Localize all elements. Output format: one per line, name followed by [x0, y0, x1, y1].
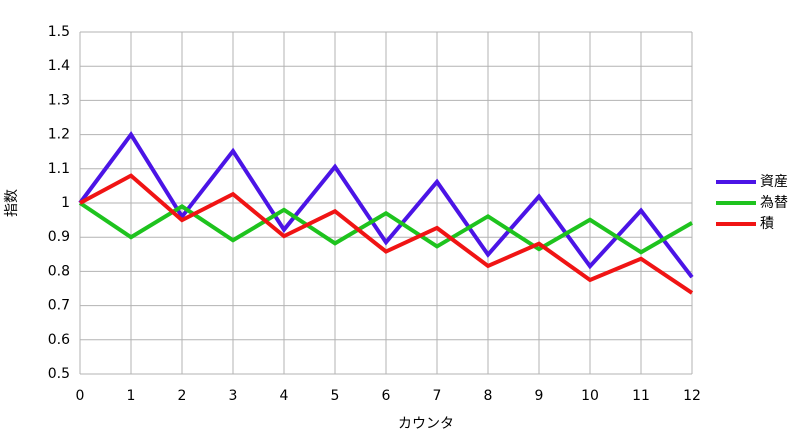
series-line	[78, 201, 693, 255]
x-axis-label: カウンタ	[398, 416, 454, 432]
x-tick-label: 12	[683, 388, 701, 404]
x-tick-label: 3	[229, 388, 238, 404]
x-tick-label: 0	[76, 388, 85, 404]
y-tick-label: 0.9	[48, 229, 70, 245]
y-tick-label: 1.1	[48, 161, 70, 177]
series-line	[78, 131, 694, 279]
y-tick-label: 1.2	[48, 127, 70, 143]
series-line	[79, 173, 694, 295]
legend-label: 資産	[760, 174, 788, 190]
x-tick-label: 6	[382, 388, 391, 404]
x-tick-label: 5	[331, 388, 340, 404]
y-tick-label: 1.4	[48, 58, 70, 74]
y-tick-label: 0.7	[48, 298, 70, 314]
x-tick-label: 8	[484, 388, 493, 404]
y-tick-label: 1.3	[48, 92, 70, 108]
x-tick-label: 4	[280, 388, 289, 404]
y-tick-label: 0.6	[48, 332, 70, 348]
y-tick-label: 1	[61, 195, 70, 211]
legend-label: 積	[760, 216, 774, 232]
legend-label: 為替	[760, 195, 788, 211]
x-tick-label: 9	[535, 388, 544, 404]
x-tick-label: 2	[178, 388, 187, 404]
y-tick-label: 1.5	[48, 24, 70, 40]
x-tick-label: 7	[433, 388, 442, 404]
y-tick-label: 0.8	[48, 263, 70, 279]
x-tick-label: 11	[632, 388, 650, 404]
x-tick-label: 10	[581, 388, 599, 404]
y-axis-label: 指数	[4, 189, 20, 217]
x-tick-label: 1	[127, 388, 136, 404]
y-tick-label: 0.5	[48, 366, 70, 382]
